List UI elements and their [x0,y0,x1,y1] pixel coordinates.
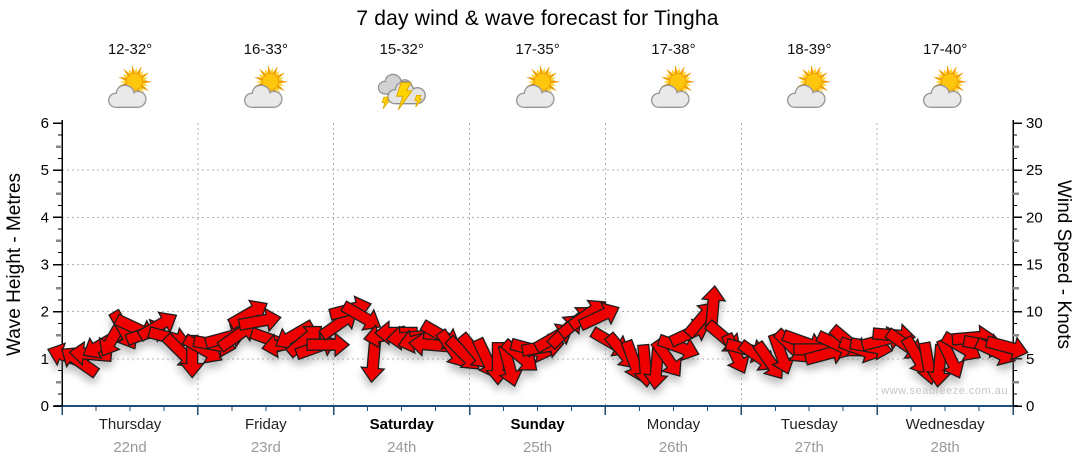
day-name-label: Saturday [369,416,434,433]
wind-arrow [767,331,796,375]
wind-arrow [359,339,386,384]
svg-text:1: 1 [41,351,49,368]
svg-text:0: 0 [1026,398,1034,415]
wind-arrow [340,300,382,331]
day-name-label: Friday [245,416,287,433]
temperature-range-label: 18-39° [787,41,832,58]
day-date-label: 28th [930,439,960,456]
weather-icon-cell [198,62,334,121]
svg-text:0: 0 [41,398,49,415]
partly-cloudy-icon [923,64,967,109]
day-date-label: 23rd [250,439,281,456]
wind-arrow [935,336,966,379]
day-name-label: Monday [646,416,701,433]
svg-text:10: 10 [1026,304,1043,321]
svg-text:2: 2 [41,304,49,321]
temperature-range-label: 17-38° [651,41,696,58]
wave-height-axis: 0 1 2 3 4 5 6 [41,115,63,415]
partly-cloudy-icon [787,64,832,109]
partly-cloudy-icon [515,64,560,109]
day-date-label: 27th [794,439,824,456]
day-date-label: 25th [522,439,553,456]
weather-icon-cell [605,62,741,121]
wind-arrow [656,333,700,362]
partly-cloudy-icon [107,64,152,109]
weather-icon-cell [877,62,1013,121]
wind-arrow [577,302,620,332]
wind-speed-axis-label: Wind Speed - Knots [1053,180,1074,349]
temperature-range-label: 15-32° [379,41,424,58]
chart-title: 7 day wind & wave forecast for Tingha [356,7,719,30]
wind-arrow-series [47,284,1029,391]
svg-text:6: 6 [41,115,49,132]
wind-arrow [237,307,282,333]
wind-arrow [497,343,524,388]
svg-text:25: 25 [1026,162,1043,179]
x-axis [54,405,1018,415]
wind-arrow [984,335,1029,362]
wind-speed-axis: 0 5 10 15 20 25 30 [1012,115,1043,415]
weather-icon-cell [741,62,877,121]
gridlines [62,123,1013,406]
svg-text:20: 20 [1026,209,1043,226]
thunderstorm-icon [377,73,426,111]
day-name-label: Wednesday [905,416,985,433]
wind-arrow [226,299,268,331]
temperature-range-label: 17-40° [922,41,968,58]
day-name-label: Tuesday [780,416,838,433]
day-date-label: 22nd [113,439,147,456]
partly-cloudy-icon [243,64,288,109]
day-date-label: 26th [658,439,689,456]
partly-cloudy-icon [651,64,696,109]
svg-text:15: 15 [1026,257,1043,274]
wind-arrow [650,337,682,377]
day-name-label: Thursday [98,416,162,433]
wind-arrow [136,311,178,342]
wave-height-axis-label: Wave Height - Metres [4,173,25,357]
svg-text:5: 5 [1026,351,1034,368]
day-date-label: 24th [387,439,417,456]
weather-icon-cell [470,62,606,121]
day-name-label: Sunday [510,416,565,433]
wind-arrow [499,337,538,371]
watermark-text: www.seabreeze.com.au [881,385,1008,397]
svg-text:3: 3 [41,257,49,274]
temperature-range-label: 12-32° [107,41,153,58]
svg-text:4: 4 [41,209,49,226]
svg-text:30: 30 [1026,115,1043,132]
wind-arrow [306,331,351,358]
weather-icon-cell [334,62,470,121]
weather-icon-cell [62,62,198,121]
svg-text:5: 5 [41,162,49,179]
temperature-range-label: 17-35° [515,41,560,58]
temperature-range-label: 16-33° [243,41,289,58]
